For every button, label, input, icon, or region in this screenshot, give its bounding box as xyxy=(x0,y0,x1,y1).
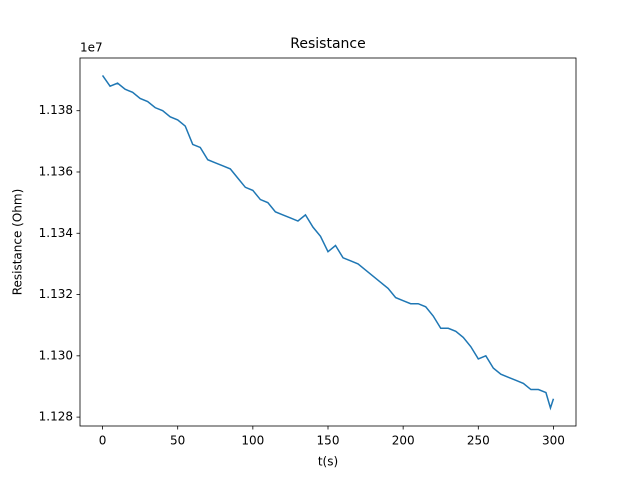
x-tick-label: 200 xyxy=(392,434,415,448)
x-tick-label: 100 xyxy=(241,434,264,448)
y-tick-label: 1.128 xyxy=(39,410,73,424)
y-axis-label: Resistance (Ohm) xyxy=(11,189,25,296)
chart-title: Resistance xyxy=(290,36,365,52)
x-tick-label: 50 xyxy=(170,434,185,448)
x-axis-label: t(s) xyxy=(318,455,338,469)
plot-frame xyxy=(79,57,577,427)
x-tick-label: 0 xyxy=(99,434,107,448)
y-tick-label: 1.136 xyxy=(39,164,73,178)
x-tick-label: 150 xyxy=(317,434,340,448)
y-offset-label: 1e7 xyxy=(80,41,103,55)
y-tick-label: 1.134 xyxy=(39,226,73,240)
y-tick-label: 1.130 xyxy=(39,348,73,362)
x-tick-label: 250 xyxy=(467,434,490,448)
y-tick-label: 1.132 xyxy=(39,287,73,301)
data-line xyxy=(101,75,555,411)
y-tick-label: 1.138 xyxy=(39,103,73,117)
x-tick-label: 300 xyxy=(542,434,565,448)
